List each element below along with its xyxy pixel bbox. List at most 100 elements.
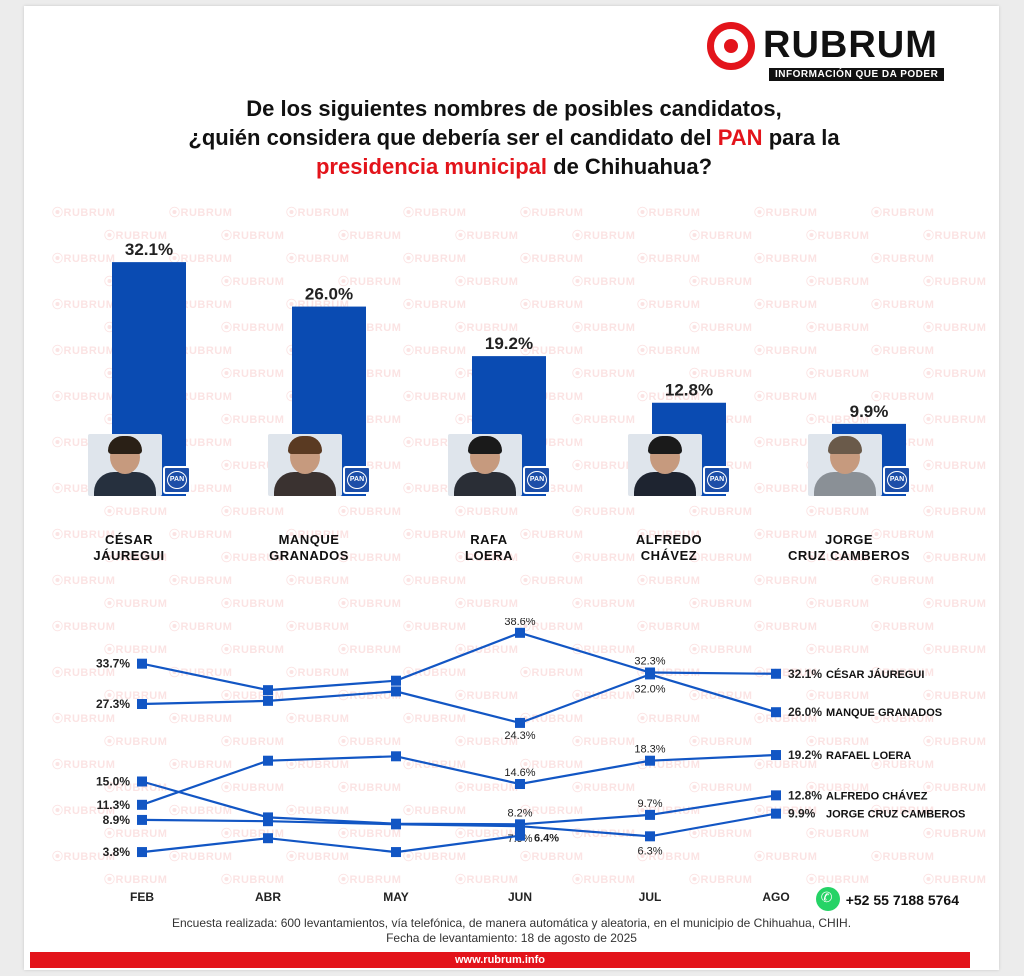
watermark-text: ⦿RUBRUM (806, 414, 870, 426)
watermark-text: ⦿RUBRUM (403, 713, 467, 725)
watermark-text: ⦿RUBRUM (104, 598, 168, 610)
pan-logo-text: PAN (167, 471, 187, 489)
series-point (515, 830, 525, 841)
watermark-text: ⦿RUBRUM (572, 874, 636, 886)
series-point (137, 847, 147, 858)
bar-value-label: 12.8% (665, 381, 713, 400)
point-label: 32.1% (788, 667, 822, 681)
watermark-text: ⦿RUBRUM (923, 644, 987, 656)
watermark-text: ⦿RUBRUM (689, 276, 753, 288)
series-name-label: RAFAEL LOERA (826, 750, 911, 762)
whatsapp-icon (815, 887, 840, 911)
watermark-text: ⦿RUBRUM (221, 414, 285, 426)
x-tick-label: MAY (383, 890, 409, 904)
watermark-text: ⦿RUBRUM (871, 805, 935, 817)
watermark-text: ⦿RUBRUM (572, 276, 636, 288)
series-point (137, 799, 147, 810)
watermark-text: ⦿RUBRUM (52, 207, 116, 219)
watermark-text: ⦿RUBRUM (520, 851, 584, 863)
series-point (137, 699, 147, 710)
candidate-photo (628, 434, 702, 496)
question-line-2: ¿quién considera que debería ser el cand… (64, 123, 964, 152)
watermark-text: ⦿RUBRUM (637, 575, 701, 587)
point-label: 11.3% (97, 798, 131, 812)
watermark-text: ⦿RUBRUM (689, 874, 753, 886)
watermark-text: ⦿RUBRUM (221, 276, 285, 288)
watermark-text: ⦿RUBRUM (689, 644, 753, 656)
watermark-text: ⦿RUBRUM (455, 736, 519, 748)
photo-body (634, 472, 696, 496)
point-label: 6.4% (534, 833, 559, 845)
watermark-text: ⦿RUBRUM (572, 460, 636, 472)
watermark-text: ⦿RUBRUM (871, 253, 935, 265)
watermark-text: ⦿RUBRUM (637, 529, 701, 541)
watermark-text: ⦿RUBRUM (923, 368, 987, 380)
photo-hair (288, 436, 322, 454)
watermark-text: ⦿RUBRUM (689, 322, 753, 334)
survey-question: De los siguientes nombres de posibles ca… (64, 94, 964, 181)
watermark-text: ⦿RUBRUM (104, 828, 168, 840)
watermark-text: ⦿RUBRUM (754, 851, 818, 863)
x-tick-label: AGO (762, 890, 789, 904)
phone-number: +52 55 7188 5764 (845, 892, 959, 908)
point-label: 14.6% (504, 767, 535, 779)
series-point (515, 779, 525, 790)
series-line (141, 780, 777, 826)
watermark-text: ⦿RUBRUM (520, 759, 584, 771)
x-tick-label: FEB (130, 890, 154, 904)
candidate-name-line: CHÁVEZ (640, 548, 698, 563)
watermark-text: ⦿RUBRUM (221, 322, 285, 334)
watermark-text: ⦿RUBRUM (52, 529, 116, 541)
candidate-photo (448, 434, 522, 496)
point-label: 27.3% (96, 697, 130, 711)
candidate-photo (268, 434, 342, 496)
watermark-text: ⦿RUBRUM (403, 207, 467, 219)
watermark-text: ⦿RUBRUM (455, 690, 519, 702)
bar-value-label: 32.1% (125, 240, 173, 259)
point-label: 6.3% (637, 845, 662, 857)
watermark-text: ⦿RUBRUM (221, 368, 285, 380)
series-line (141, 673, 777, 725)
x-tick-label: ABR (255, 890, 281, 904)
pan-logo-text: PAN (887, 471, 907, 489)
photo-body (454, 472, 516, 496)
candidate-name-line: JÁUREGUI (93, 548, 165, 563)
candidate-name-line: RAFA (470, 532, 508, 547)
logo-name: RUBRUM (763, 24, 938, 66)
point-label: 9.7% (637, 798, 662, 810)
series-name-label: CÉSAR JÁUREGUI (826, 668, 924, 681)
watermark-text: ⦿RUBRUM (689, 736, 753, 748)
photo-hair (648, 436, 682, 454)
watermark-text: ⦿RUBRUM (754, 621, 818, 633)
watermark-text: ⦿RUBRUM (455, 552, 519, 564)
watermark-text: ⦿RUBRUM (806, 874, 870, 886)
candidate-photo (808, 434, 882, 496)
series-point (263, 695, 273, 706)
office-highlight: presidencia municipal (315, 154, 548, 179)
watermark-text: ⦿RUBRUM (338, 276, 402, 288)
methodology-note: Encuesta realizada: 600 levantamientos, … (24, 916, 999, 946)
watermark-text: ⦿RUBRUM (52, 299, 116, 311)
series-point (391, 675, 401, 686)
point-label: 32.0% (634, 683, 665, 695)
watermark-text: ⦿RUBRUM (806, 598, 870, 610)
series-line (141, 631, 777, 692)
watermark-text: ⦿RUBRUM (455, 874, 519, 886)
website-url[interactable]: www.rubrum.info (30, 952, 970, 968)
watermark-text: ⦿RUBRUM (806, 506, 870, 518)
series-point (391, 751, 401, 762)
watermark-text: ⦿RUBRUM (637, 299, 701, 311)
watermark-text: ⦿RUBRUM (520, 667, 584, 679)
point-label: 3.8% (103, 845, 131, 859)
pan-logo-text: PAN (707, 471, 727, 489)
watermark-text: ⦿RUBRUM (689, 230, 753, 242)
contact-phone[interactable]: +52 55 7188 5764 (815, 887, 959, 911)
watermark-text: ⦿RUBRUM (923, 230, 987, 242)
watermark-text: ⦿RUBRUM (455, 782, 519, 794)
watermark-text: ⦿RUBRUM (338, 828, 402, 840)
watermark-text: ⦿RUBRUM (52, 253, 116, 265)
watermark-text: ⦿RUBRUM (923, 322, 987, 334)
x-tick-label: JUN (508, 890, 532, 904)
series-point (771, 808, 781, 819)
watermark-text: ⦿RUBRUM (754, 437, 818, 449)
